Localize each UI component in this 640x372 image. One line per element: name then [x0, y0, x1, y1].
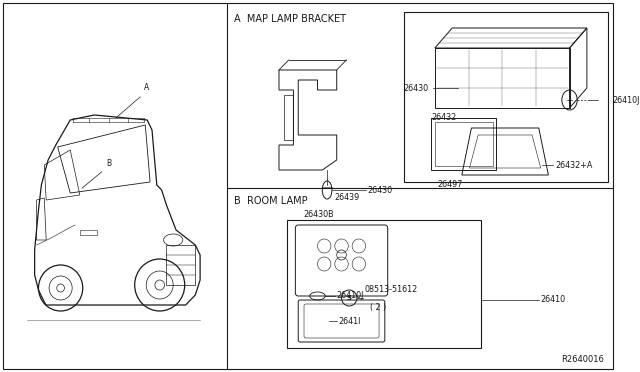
Text: 26430B: 26430B — [303, 210, 333, 219]
Text: A  MAP LAMP BRACKET: A MAP LAMP BRACKET — [234, 14, 346, 24]
Bar — [166, 245, 195, 285]
Text: 26430: 26430 — [367, 186, 392, 195]
Text: 26432: 26432 — [431, 113, 456, 122]
Bar — [80, 230, 97, 235]
Text: 26430: 26430 — [403, 83, 428, 93]
Bar — [435, 48, 570, 108]
Text: B  ROOM LAMP: B ROOM LAMP — [234, 196, 308, 206]
Text: 08513-51612: 08513-51612 — [365, 285, 418, 294]
Text: 26497: 26497 — [438, 180, 463, 189]
Bar — [404, 12, 608, 182]
Bar — [431, 118, 497, 170]
Text: 26410J: 26410J — [337, 292, 364, 301]
Text: R2640016: R2640016 — [561, 355, 604, 364]
Text: 26432+A: 26432+A — [555, 160, 593, 170]
FancyBboxPatch shape — [304, 304, 379, 338]
Text: 26410J: 26410J — [612, 96, 639, 105]
FancyBboxPatch shape — [295, 225, 388, 296]
Text: A: A — [144, 83, 150, 92]
FancyBboxPatch shape — [298, 300, 385, 342]
Text: ( 2 ): ( 2 ) — [371, 303, 387, 312]
Text: S: S — [347, 295, 352, 301]
Text: 26439: 26439 — [335, 193, 360, 202]
Text: B: B — [106, 159, 111, 168]
Bar — [287, 220, 481, 348]
Bar — [435, 122, 493, 166]
Text: 2641l: 2641l — [339, 317, 361, 326]
Text: 26410: 26410 — [541, 295, 566, 305]
